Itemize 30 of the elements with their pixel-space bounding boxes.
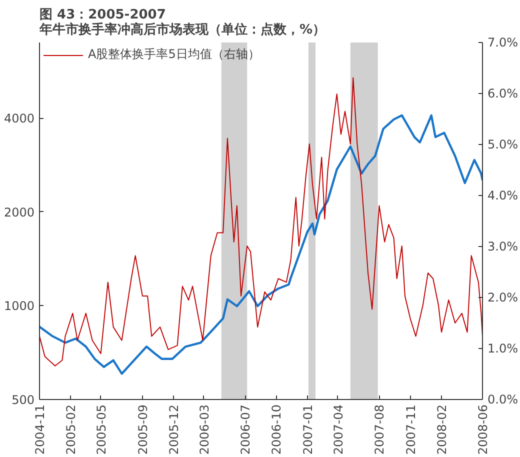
- x-tick-label: 2008-02: [435, 404, 450, 455]
- y2-tick-label: 1.0%: [488, 342, 518, 356]
- x-tick-label: 2006-10: [270, 404, 284, 455]
- y2-tick-label: 4.0%: [488, 188, 518, 202]
- y-tick-label: 4000: [4, 112, 35, 126]
- x-tick-label: 2005-12: [166, 404, 181, 455]
- x-tick-label: 2005-05: [94, 404, 108, 455]
- x-tick-label: 2004-11: [33, 404, 47, 455]
- y2-tick-label: 6.0%: [488, 86, 518, 100]
- y-tick-label: 500: [12, 393, 34, 407]
- x-tick-label: 2007-01: [300, 404, 315, 455]
- legend-label: A股整体换手率5日均值（右轴）: [88, 46, 260, 63]
- line-series: [40, 77, 482, 366]
- y2-tick-label: 3.0%: [488, 240, 518, 254]
- x-tick-label: 2008-06: [476, 404, 490, 455]
- chart-title: 图 43：2005-2007 年牛市换手率冲高后市场表现（单位：点数，%）: [38, 8, 326, 38]
- x-tick-label: 2007-11: [404, 404, 418, 455]
- y2-tick-label: 2.0%: [488, 290, 518, 304]
- x-tick-label: 2005-09: [136, 404, 150, 455]
- x-tick-label: 2006-07: [238, 404, 253, 455]
- x-tick-label: 2007-04: [331, 404, 346, 455]
- x-tick-label: 2005-02: [64, 404, 78, 455]
- line-series: [40, 114, 482, 375]
- y2-tick-label: 5.0%: [488, 138, 518, 152]
- y-tick-label: 1000: [4, 299, 35, 314]
- x-tick-label: 2007-08: [372, 404, 387, 455]
- y2-tick-label: 7.0%: [488, 36, 518, 50]
- y-tick-label: 2000: [4, 205, 35, 220]
- x-tick-label: 2006-03: [197, 404, 212, 455]
- y2-tick-label: 0.0%: [488, 392, 518, 406]
